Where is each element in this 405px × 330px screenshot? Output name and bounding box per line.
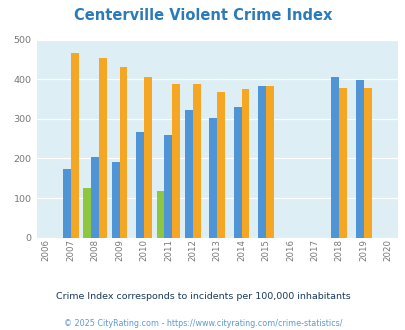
- Bar: [156, 191, 164, 238]
- Bar: [172, 84, 180, 238]
- Bar: [119, 67, 127, 238]
- Bar: [70, 53, 78, 238]
- Bar: [209, 118, 217, 238]
- Bar: [241, 89, 249, 238]
- Bar: [355, 80, 363, 238]
- Bar: [185, 110, 192, 238]
- Bar: [63, 170, 70, 238]
- Text: © 2025 CityRating.com - https://www.cityrating.com/crime-statistics/: © 2025 CityRating.com - https://www.city…: [64, 319, 341, 328]
- Text: Centerville Violent Crime Index: Centerville Violent Crime Index: [74, 8, 331, 23]
- Bar: [363, 87, 371, 238]
- Text: Crime Index corresponds to incidents per 100,000 inhabitants: Crime Index corresponds to incidents per…: [55, 292, 350, 301]
- Bar: [217, 92, 224, 238]
- Bar: [164, 135, 172, 238]
- Bar: [233, 107, 241, 238]
- Bar: [83, 188, 91, 238]
- Bar: [99, 58, 107, 238]
- Bar: [258, 86, 265, 238]
- Bar: [339, 87, 346, 238]
- Bar: [144, 77, 151, 238]
- Bar: [91, 157, 99, 238]
- Bar: [330, 77, 339, 238]
- Bar: [111, 162, 119, 238]
- Bar: [265, 86, 273, 238]
- Bar: [136, 132, 144, 238]
- Bar: [192, 84, 200, 238]
